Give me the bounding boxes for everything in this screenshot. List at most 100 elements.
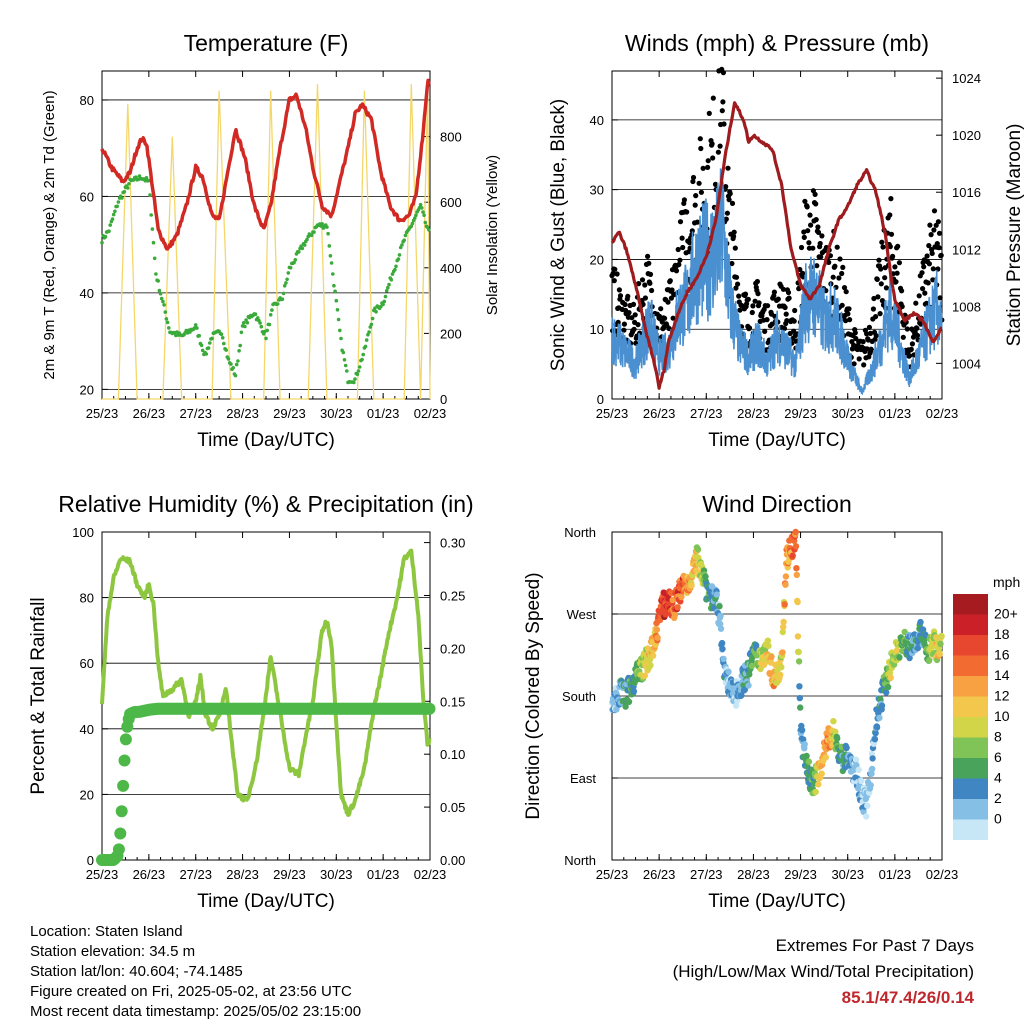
- y-tick-label: 0: [597, 392, 604, 407]
- y-right-tick-label: 0.15: [440, 694, 465, 709]
- gust-point: [612, 266, 618, 272]
- dewpoint-point: [151, 240, 156, 245]
- gust-point: [616, 287, 623, 293]
- dewpoint-point: [421, 210, 425, 214]
- gust-point: [909, 341, 916, 347]
- y-right-tick-label: 1020: [952, 128, 981, 143]
- gust-point: [792, 307, 798, 314]
- solar-insolation-line: [102, 84, 431, 400]
- dewpoint-point: [400, 243, 404, 247]
- gust-point: [746, 325, 753, 331]
- y-tick-label: 20: [80, 787, 94, 802]
- gust-point: [765, 303, 771, 309]
- chart-title: Wind Direction: [702, 491, 852, 517]
- direction-point: [887, 674, 894, 681]
- dewpoint-point: [193, 323, 198, 327]
- direction-point: [843, 744, 850, 751]
- legend-swatch: [953, 614, 988, 635]
- x-tick-label: 25/23: [596, 867, 629, 882]
- gust-point: [750, 303, 756, 309]
- x-tick-label: 28/23: [737, 406, 770, 421]
- gust-point: [819, 233, 825, 239]
- gust-point: [733, 274, 740, 280]
- dewpoint-point: [258, 321, 262, 325]
- direction-point: [674, 604, 681, 611]
- dewpoint-point: [368, 325, 373, 329]
- gust-point: [673, 268, 680, 274]
- legend-label: 8: [994, 729, 1002, 745]
- gust-point: [923, 300, 930, 306]
- direction-point: [878, 702, 886, 709]
- gust-point: [680, 244, 686, 251]
- dewpoint-point: [144, 176, 149, 180]
- gust-point: [636, 281, 642, 287]
- gust-point: [806, 240, 812, 246]
- gust-point: [732, 245, 738, 251]
- direction-point: [795, 658, 803, 665]
- x-tick-label: 27/23: [179, 406, 212, 421]
- gust-point: [630, 301, 637, 307]
- gust-point: [896, 260, 903, 266]
- y-tick-label: 60: [80, 189, 94, 204]
- dewpoint-point: [331, 272, 335, 276]
- gust-point: [631, 326, 637, 332]
- gust-point: [892, 264, 898, 270]
- gust-point: [662, 315, 668, 321]
- y-right-tick-label: 200: [440, 326, 462, 341]
- direction-point: [917, 618, 924, 626]
- gust-point: [706, 110, 712, 116]
- dewpoint-point: [220, 336, 225, 340]
- y-tick-label: 80: [80, 93, 94, 108]
- gust-point: [938, 252, 944, 258]
- gust-point: [715, 149, 722, 155]
- gust-point: [785, 289, 792, 296]
- dewpoint-point: [275, 302, 280, 306]
- gust-point: [726, 197, 732, 203]
- temperature-line: [100, 78, 431, 251]
- dewpoint-point: [312, 230, 316, 234]
- gust-point: [675, 246, 681, 253]
- extremes-values: 85.1/47.4/26/0.14: [841, 988, 974, 1007]
- direction-point: [702, 573, 709, 580]
- direction-point: [779, 649, 786, 656]
- dewpoint-point: [108, 223, 112, 227]
- panel-1: [101, 70, 431, 400]
- gust-point: [900, 334, 906, 340]
- gust-point: [621, 321, 628, 327]
- gust-point: [646, 260, 652, 266]
- dewpoint-point: [343, 363, 348, 368]
- gust-point: [926, 243, 932, 249]
- direction-point: [734, 697, 741, 704]
- dewpoint-point: [328, 254, 333, 258]
- gust-point: [832, 263, 838, 269]
- dewpoint-point: [238, 343, 242, 348]
- y-right-axis-label: Solar Insolation (Yellow): [484, 155, 501, 315]
- dewpoint-point: [226, 357, 231, 361]
- y-right-tick-label: 0.00: [440, 853, 465, 868]
- gust-point: [610, 271, 616, 277]
- y-tick-label: 100: [72, 525, 94, 540]
- dewpoint-point: [302, 243, 307, 247]
- dewpoint-point: [281, 291, 286, 296]
- x-tick-label: 01/23: [879, 867, 912, 882]
- y-tick-label: 20: [80, 382, 94, 397]
- dewpoint-point: [163, 310, 168, 314]
- direction-point: [641, 672, 648, 679]
- dewpoint-point: [390, 272, 395, 276]
- direction-point: [805, 758, 813, 765]
- direction-point: [834, 735, 841, 742]
- legend-swatch: [953, 717, 988, 738]
- gust-point: [756, 300, 762, 306]
- dewpoint-point: [338, 328, 342, 333]
- dewpoint-point: [352, 380, 356, 385]
- gust-point: [840, 264, 846, 270]
- dewpoint-point: [195, 326, 199, 330]
- gust-point: [670, 315, 676, 321]
- most-recent-timestamp: Most recent data timestamp: 2025/05/02 2…: [30, 1003, 362, 1020]
- gust-point: [878, 281, 884, 287]
- dewpoint-point: [369, 322, 374, 327]
- dewpoint-point: [386, 285, 390, 290]
- gust-point: [755, 291, 761, 297]
- dewpoint-point: [206, 346, 211, 350]
